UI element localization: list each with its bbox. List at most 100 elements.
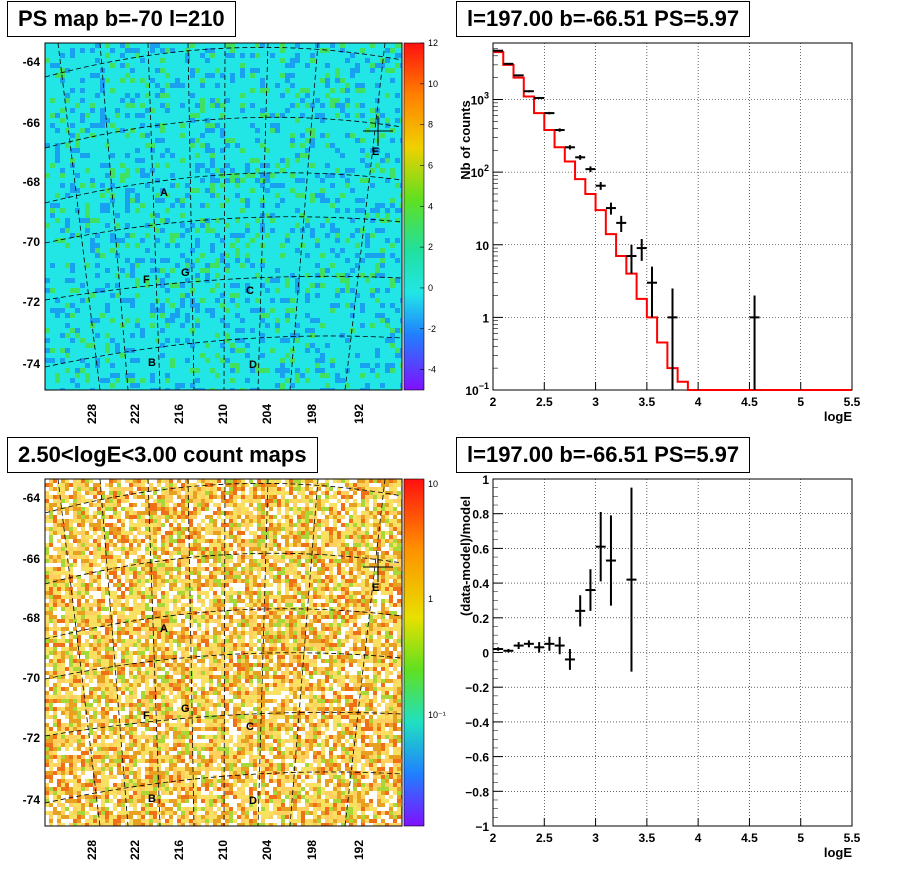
- count-map-pixel: [81, 775, 85, 779]
- count-map-pixel: [61, 683, 65, 687]
- count-map-pixel: [77, 803, 81, 807]
- count-map-pixel: [185, 535, 189, 539]
- ps-map-pixel: [100, 208, 105, 213]
- count-map-pixel: [133, 683, 137, 687]
- count-map-pixel: [157, 647, 161, 651]
- ps-map-pixel: [235, 313, 240, 318]
- ps-map-pixel: [200, 218, 205, 223]
- count-map-pixel: [201, 799, 205, 803]
- count-map-pixel: [73, 795, 77, 799]
- ps-map-pixel: [160, 218, 165, 223]
- ps-map-pixel: [65, 228, 70, 233]
- count-map-pixel: [197, 791, 201, 795]
- count-map-pixel: [69, 539, 73, 543]
- count-map-pixel: [145, 775, 149, 779]
- count-map-pixel: [129, 819, 133, 823]
- count-map-pixel: [45, 775, 49, 779]
- count-map-pixel: [173, 559, 177, 563]
- count-map-pixel: [137, 723, 141, 727]
- count-map-pixel: [133, 719, 137, 723]
- count-map-pixel: [197, 583, 201, 587]
- count-map-pixel: [189, 711, 193, 715]
- count-map-pixel: [145, 531, 149, 535]
- ps-map-pixel: [195, 303, 200, 308]
- count-map-pixel: [201, 727, 205, 731]
- count-map-pixel: [69, 559, 73, 563]
- count-map-pixel: [93, 723, 97, 727]
- count-map-pixel: [153, 759, 157, 763]
- count-map-pixel: [89, 535, 93, 539]
- count-map-pixel: [193, 551, 197, 555]
- count-map-pixel: [85, 563, 89, 567]
- ps-map-pixel: [70, 88, 75, 93]
- count-map-pixel: [69, 575, 73, 579]
- count-map-pixel: [141, 699, 145, 703]
- count-map-pixel: [181, 499, 185, 503]
- count-map-pixel: [45, 551, 49, 555]
- count-map-pixel: [89, 711, 93, 715]
- count-map-pixel: [185, 607, 189, 611]
- count-map-pixel: [57, 655, 61, 659]
- count-map-pixel: [157, 743, 161, 747]
- count-map-pixel: [85, 703, 89, 707]
- count-map-pixel: [93, 519, 97, 523]
- count-map-pixel: [149, 823, 153, 826]
- count-map-pixel: [161, 819, 165, 823]
- count-map-pixel: [153, 567, 157, 571]
- count-map-pixel: [117, 671, 121, 675]
- count-map-pixel: [189, 803, 193, 807]
- count-map-pixel: [69, 531, 73, 535]
- count-map-pixel: [141, 779, 145, 783]
- count-map-pixel: [77, 675, 81, 679]
- count-map-pixel: [137, 575, 141, 579]
- count-map-pixel: [185, 599, 189, 603]
- count-map-pixel: [109, 511, 113, 515]
- count-map-pixel: [161, 639, 165, 643]
- count-map-pixel: [121, 519, 125, 523]
- ps-map-pixel: [130, 298, 135, 303]
- ps-map-pixel: [305, 298, 310, 303]
- ps-map-pixel: [180, 283, 185, 288]
- count-map-pixel: [81, 647, 85, 651]
- count-map-pixel: [209, 611, 213, 615]
- count-map-pixel: [173, 555, 177, 559]
- count-map-pixel: [177, 711, 181, 715]
- count-map-pixel: [101, 675, 105, 679]
- ps-map-pixel: [170, 83, 175, 88]
- count-map-pixel: [73, 639, 77, 643]
- ps-map-pixel: [120, 353, 125, 358]
- count-map-pixel: [197, 747, 201, 751]
- ps-map-pixel: [135, 208, 140, 213]
- ps-map-pixel: [110, 183, 115, 188]
- ps-map-pixel: [110, 293, 115, 298]
- ps-map-pixel: [95, 248, 100, 253]
- count-map-pixel: [201, 619, 205, 623]
- ps-map-pixel: [330, 228, 335, 233]
- count-map-pixel: [61, 675, 65, 679]
- count-map-pixel: [213, 487, 217, 491]
- count-map-pixel: [133, 567, 137, 571]
- count-map-pixel: [101, 667, 105, 671]
- spectrum-title: l=197.00 b=-66.51 PS=5.97: [456, 1, 751, 37]
- ps-map-pixel: [65, 93, 70, 98]
- count-map-pixel: [145, 707, 149, 711]
- count-map-pixel: [209, 559, 213, 563]
- count-map-pixel: [101, 763, 105, 767]
- count-map-pixel: [69, 679, 73, 683]
- ps-map-pixel: [395, 108, 400, 113]
- count-map-pixel: [181, 603, 185, 607]
- ps-map-pixel: [145, 283, 150, 288]
- count-map-pixel: [197, 515, 201, 519]
- count-map-pixel: [185, 731, 189, 735]
- count-map-pixel: [117, 655, 121, 659]
- count-map-pixel: [125, 659, 129, 663]
- count-map-pixel: [149, 635, 153, 639]
- count-map-pixel: [201, 519, 205, 523]
- ps-map-pixel: [245, 343, 250, 348]
- count-map-pixel: [185, 551, 189, 555]
- ps-map-pixel: [335, 208, 340, 213]
- count-map-pixel: [145, 515, 149, 519]
- count-map-pixel: [57, 671, 61, 675]
- count-map-pixel: [133, 711, 137, 715]
- count-map-pixel: [117, 611, 121, 615]
